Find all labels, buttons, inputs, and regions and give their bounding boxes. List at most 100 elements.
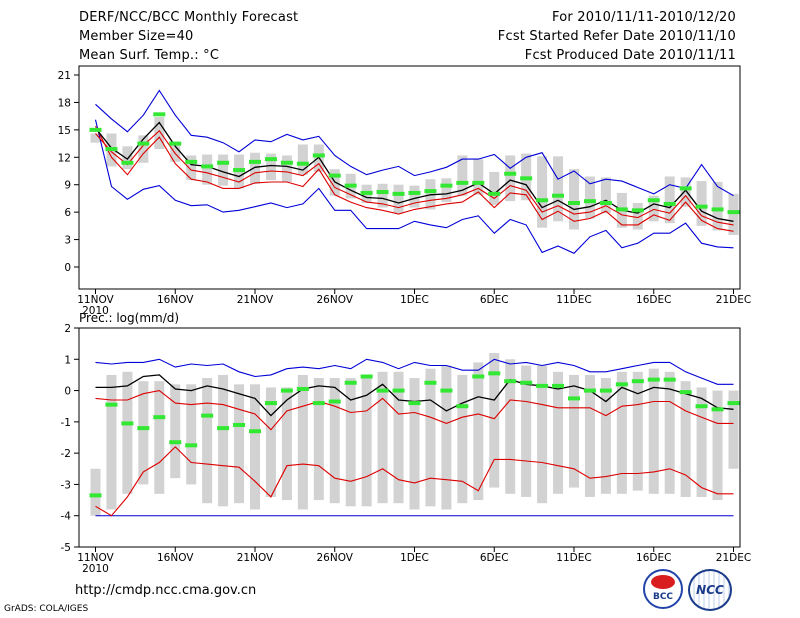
median-marker — [296, 387, 309, 392]
y-tick-label: 18 — [58, 97, 71, 109]
median-marker — [376, 388, 389, 393]
median-marker — [631, 208, 644, 213]
ensemble-box — [281, 387, 292, 501]
ensemble-box — [441, 365, 452, 510]
median-marker — [217, 426, 230, 431]
ensemble-box — [281, 155, 292, 182]
ensemble-box — [648, 368, 659, 494]
x-year-label: 2010 — [82, 305, 109, 317]
median-marker — [280, 160, 293, 165]
ensemble-box — [234, 384, 245, 504]
x-tick-label: 21NOV — [237, 294, 274, 306]
max-line — [95, 89, 734, 197]
median-marker — [185, 443, 198, 448]
upper-spread-line — [95, 390, 734, 431]
median-marker — [376, 190, 389, 195]
median-marker — [424, 380, 437, 385]
ensemble-box — [250, 152, 260, 184]
median-marker — [440, 183, 453, 188]
ensemble-box — [712, 181, 723, 231]
ensemble-box — [616, 371, 627, 494]
ensemble-box — [457, 374, 468, 504]
y-tick-label: 9 — [64, 180, 71, 192]
y-tick-label: 6 — [64, 207, 71, 219]
y-tick-label: 12 — [58, 152, 71, 164]
x-tick-label: 21NOV — [237, 552, 274, 564]
median-marker — [488, 371, 501, 376]
ensemble-box — [728, 193, 739, 235]
ensemble-box — [393, 371, 404, 504]
precip-title: Prec.: log(mm/d) — [79, 311, 180, 325]
median-marker — [105, 402, 118, 407]
ensemble-box — [265, 153, 276, 181]
ensemble-box — [600, 378, 611, 494]
ensemble-box — [138, 381, 149, 485]
median-marker — [137, 426, 150, 431]
ensemble-box — [569, 169, 579, 230]
y-tick-label: 3 — [64, 235, 71, 247]
x-tick-label: 16NOV — [157, 552, 194, 564]
ensemble-box — [489, 353, 500, 488]
ensemble-box — [696, 181, 707, 226]
y-tick-label: 1 — [64, 354, 71, 366]
median-marker — [249, 159, 261, 164]
ensemble-box — [361, 374, 372, 507]
y-tick-label: -3 — [61, 479, 71, 491]
median-marker — [312, 153, 325, 158]
ensemble-box — [584, 176, 595, 219]
ensemble-box — [138, 135, 149, 163]
ensemble-box — [154, 117, 165, 150]
refer-date: Fcst Started Refer Date 2010/11/10 — [497, 29, 736, 44]
ensemble-box — [313, 378, 324, 501]
median-marker — [536, 198, 549, 203]
ensemble-box — [202, 378, 213, 504]
median-marker — [201, 413, 214, 418]
median-marker — [663, 201, 676, 206]
median-marker — [169, 141, 182, 146]
y-tick-label: -2 — [61, 448, 71, 460]
x-tick-label: 1DEC — [400, 294, 429, 306]
ensemble-box — [569, 374, 579, 488]
median-marker — [440, 388, 453, 393]
median-marker — [264, 157, 277, 162]
median-marker — [663, 377, 676, 382]
plot-frame — [78, 327, 741, 548]
median-marker — [631, 379, 644, 384]
ensemble-box — [664, 371, 675, 494]
ensemble-box — [297, 144, 308, 175]
x-tick-label: 11DEC — [556, 294, 591, 306]
ensemble-box — [425, 368, 436, 507]
max-line — [95, 358, 734, 385]
lower-spread-line — [95, 446, 734, 517]
ensemble-box — [409, 185, 420, 208]
ensemble-box — [202, 154, 213, 185]
y-tick-label: 15 — [58, 125, 71, 137]
ensemble-box — [680, 381, 691, 497]
median-marker — [520, 176, 533, 181]
ensemble-box — [377, 183, 388, 208]
ensemble-box — [218, 374, 229, 507]
ncc-logo-text: NCC — [696, 583, 724, 597]
median-marker — [647, 198, 660, 203]
median-marker — [615, 207, 628, 212]
median-marker — [504, 379, 517, 384]
median-marker — [233, 168, 246, 173]
ensemble-box — [553, 156, 564, 222]
ensemble-box — [648, 195, 659, 222]
median-marker — [217, 160, 230, 165]
source-url[interactable]: http://cmdp.ncc.cma.gov.cn — [75, 583, 257, 598]
ensemble-box — [265, 387, 276, 497]
x-tick-label: 21DEC — [716, 552, 751, 564]
produced-date: Fcst Produced Date 2010/11/11 — [524, 48, 736, 63]
median-marker — [392, 191, 405, 196]
median-marker — [583, 388, 596, 393]
median-marker — [456, 180, 469, 185]
x-tick-label: 21DEC — [716, 294, 751, 306]
median-marker — [520, 380, 533, 385]
median-marker — [344, 183, 357, 188]
ensemble-box — [457, 155, 468, 196]
median-marker — [328, 173, 341, 178]
median-marker — [328, 399, 341, 404]
median-marker — [280, 388, 293, 393]
median-marker — [296, 161, 309, 166]
